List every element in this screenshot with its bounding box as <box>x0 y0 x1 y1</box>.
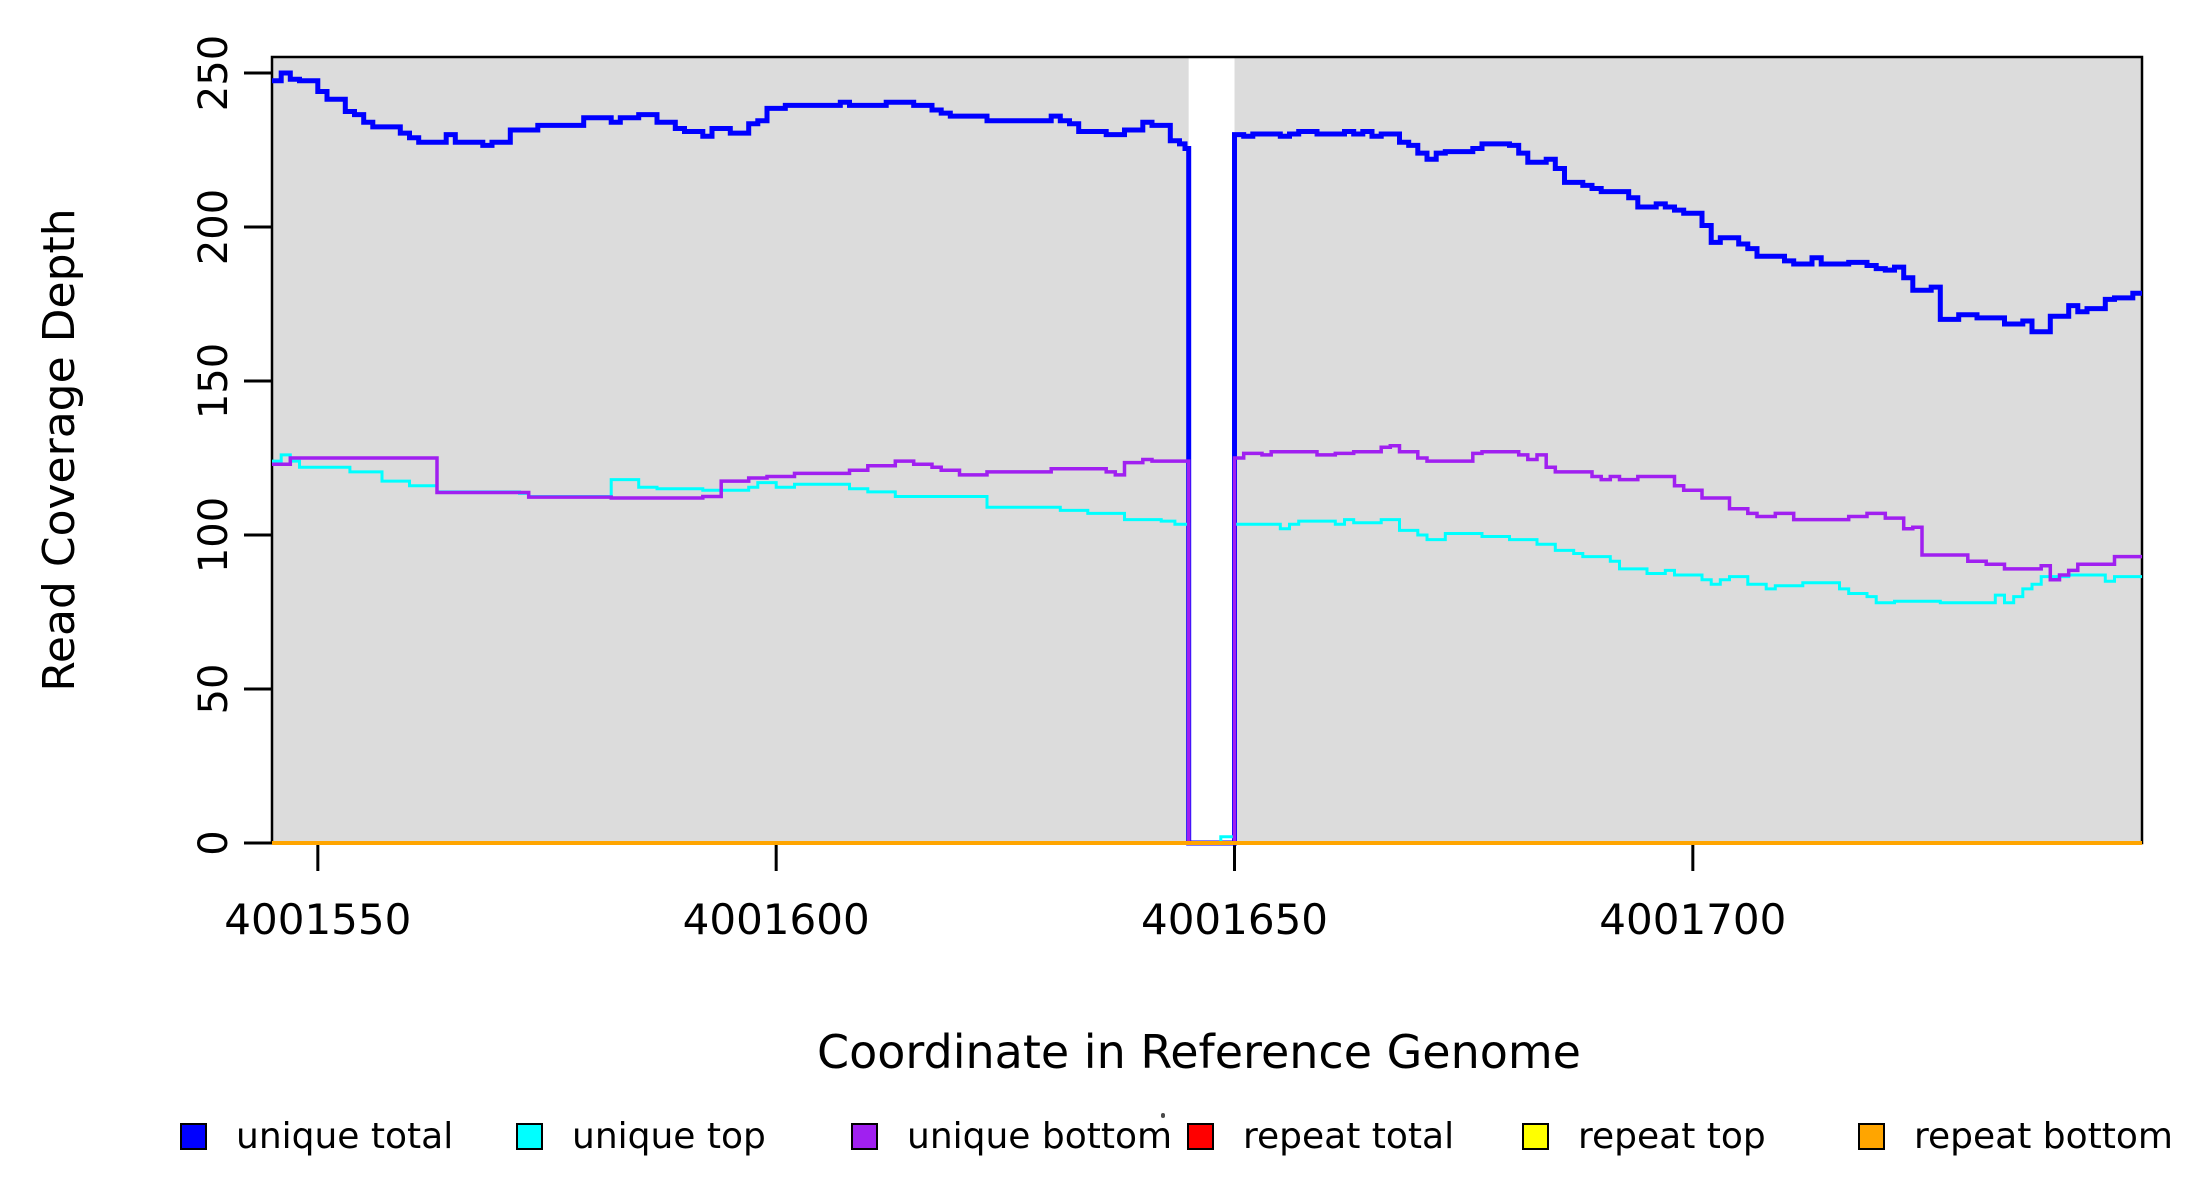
legend-swatch-icon <box>851 1122 878 1150</box>
y-tick-label: 250 <box>191 35 237 111</box>
series-line-unique-bottom <box>272 443 2142 845</box>
legend-label: unique top <box>572 1115 766 1157</box>
series-line-unique-top <box>272 453 2142 845</box>
y-tick-label: 100 <box>191 497 237 573</box>
y-tick-label: 200 <box>191 189 237 265</box>
series-group <box>272 70 2142 846</box>
legend-swatch-icon <box>1522 1122 1549 1150</box>
x-tick-label: 4001600 <box>683 895 870 944</box>
y-axis-title: Read Coverage Depth <box>34 208 85 691</box>
coverage-gap-region <box>1188 57 1235 843</box>
legend-item-unique-total: unique total <box>180 1108 453 1164</box>
legend-swatch-icon <box>1858 1122 1885 1150</box>
legend-swatch-icon <box>180 1122 207 1150</box>
legend-item-unique-bottom: unique bottom <box>851 1108 1172 1164</box>
legend-label: repeat bottom <box>1914 1115 2173 1157</box>
legend-swatch-icon <box>1187 1122 1214 1150</box>
x-tick-label: 4001650 <box>1141 895 1328 944</box>
x-axis-title: Coordinate in Reference Genome <box>817 1025 1581 1079</box>
stray-dot <box>1161 1113 1165 1118</box>
legend: unique total unique top unique bottom repea… <box>0 1108 2200 1168</box>
legend-item-repeat-top: repeat top <box>1522 1108 1766 1164</box>
y-tick-label: 50 <box>191 664 237 715</box>
legend-item-unique-top: unique top <box>516 1108 766 1164</box>
legend-label: repeat total <box>1243 1115 1455 1157</box>
legend-label: repeat top <box>1578 1115 1766 1157</box>
x-tick-label: 4001700 <box>1599 895 1786 944</box>
y-tick-label: 0 <box>191 830 237 855</box>
legend-item-repeat-total: repeat total <box>1187 1108 1454 1164</box>
y-tick-label: 150 <box>191 343 237 419</box>
legend-item-repeat-bottom: repeat bottom <box>1858 1108 2173 1164</box>
legend-swatch-icon <box>516 1122 543 1150</box>
x-tick-label: 4001550 <box>224 895 411 944</box>
series-line-unique-total <box>272 70 2142 846</box>
legend-label: unique bottom <box>907 1115 1173 1157</box>
legend-label: unique total <box>236 1115 454 1157</box>
